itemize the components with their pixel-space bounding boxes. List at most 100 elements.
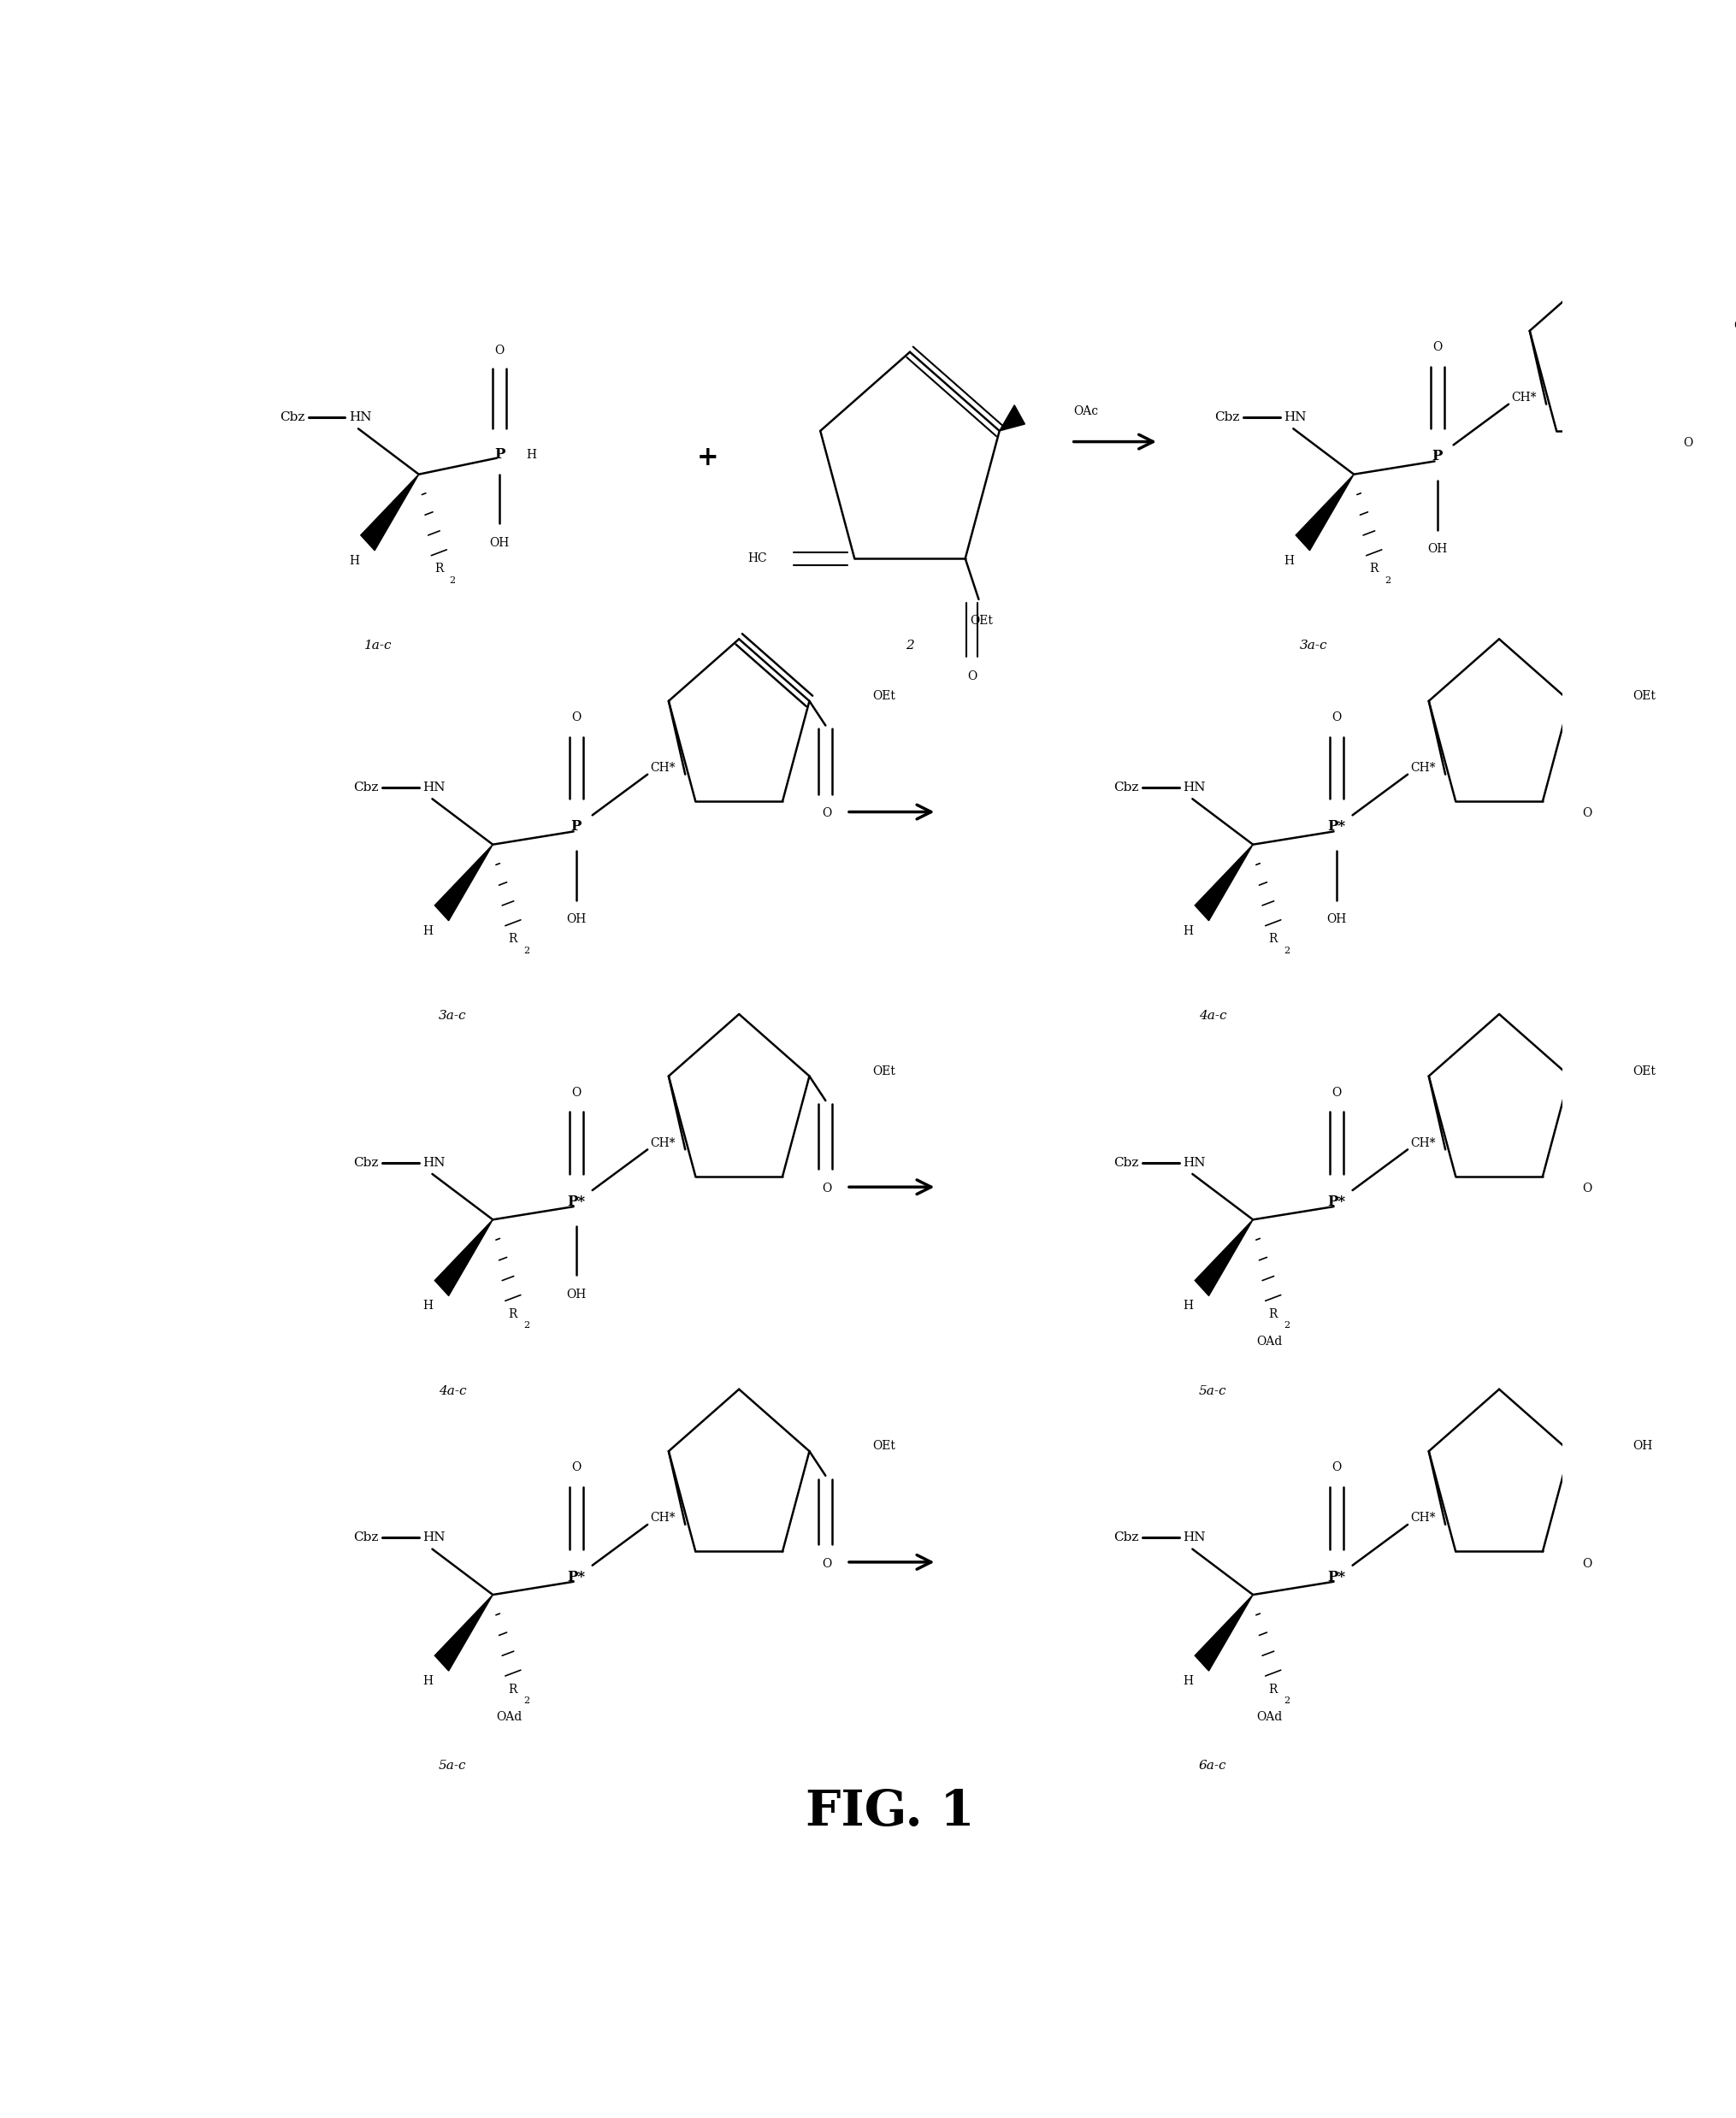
Text: O: O [495,345,505,356]
Text: 2: 2 [1283,1322,1290,1330]
Text: H: H [526,449,536,462]
Text: HC: HC [748,553,767,566]
Text: OEt: OEt [1634,1065,1656,1078]
Text: P*: P* [568,1569,585,1584]
Text: OH: OH [566,1288,587,1300]
Text: R: R [509,934,517,945]
Polygon shape [1194,845,1253,921]
Text: CH*: CH* [1410,1137,1436,1148]
Text: OEt: OEt [970,614,993,627]
Text: CH*: CH* [651,1512,675,1525]
Polygon shape [1194,1595,1253,1671]
Text: +: + [698,445,719,472]
Text: Cbz: Cbz [279,411,304,424]
Text: 3a-c: 3a-c [1300,640,1328,652]
Text: HN: HN [1182,1531,1207,1544]
Text: HN: HN [424,1156,446,1169]
Text: H: H [349,555,359,568]
Text: Cbz: Cbz [1113,1531,1139,1544]
Polygon shape [1000,405,1024,430]
Text: H: H [424,1675,434,1688]
Polygon shape [434,845,493,921]
Text: R: R [434,563,443,574]
Polygon shape [1295,474,1354,551]
Text: R: R [1269,1309,1278,1320]
Text: OAd: OAd [496,1711,523,1724]
Text: OAd: OAd [1257,1336,1283,1347]
Text: HN: HN [424,1531,446,1544]
Text: CH*: CH* [1410,1512,1436,1525]
Text: H: H [1184,1300,1194,1311]
Text: H: H [1184,926,1194,936]
Text: OH: OH [566,913,587,926]
Text: HN: HN [1182,1156,1207,1169]
Text: HN: HN [349,411,372,424]
Text: O: O [1332,712,1342,724]
Text: 2: 2 [906,640,915,652]
Text: O: O [571,712,582,724]
Text: P*: P* [1328,820,1345,834]
Text: FIG. 1: FIG. 1 [806,1788,974,1836]
Polygon shape [434,1595,493,1671]
Text: P*: P* [1328,1569,1345,1584]
Text: CH*: CH* [651,1137,675,1148]
Text: Cbz: Cbz [1113,782,1139,794]
Text: R: R [1269,1684,1278,1694]
Text: P: P [571,820,582,834]
Polygon shape [434,1220,493,1296]
Text: 5a-c: 5a-c [1198,1385,1227,1398]
Text: 2: 2 [1283,1697,1290,1705]
Polygon shape [1194,1220,1253,1296]
Text: 1a-c: 1a-c [365,640,392,652]
Text: OH: OH [490,536,509,549]
Text: Cbz: Cbz [1113,1156,1139,1169]
Text: 2: 2 [1283,947,1290,955]
Text: Cbz: Cbz [354,1156,378,1169]
Text: O: O [823,1182,832,1195]
Text: O: O [823,1557,832,1569]
Text: OEt: OEt [873,1065,896,1078]
Text: H: H [1184,1675,1194,1688]
Text: H: H [1285,555,1295,568]
Text: Cbz: Cbz [354,1531,378,1544]
Text: O: O [1581,1557,1592,1569]
Text: 2: 2 [450,576,455,585]
Text: O: O [1332,1087,1342,1099]
Text: HN: HN [1285,411,1307,424]
Text: OEt: OEt [873,1440,896,1453]
Text: O: O [1332,1461,1342,1474]
Text: O: O [967,669,977,682]
Text: CH*: CH* [1512,392,1536,405]
Text: O: O [823,807,832,820]
Text: OEt: OEt [873,690,896,701]
Text: O: O [1684,436,1693,449]
Text: Cbz: Cbz [1215,411,1240,424]
Text: R: R [1269,934,1278,945]
Text: R: R [1370,563,1378,574]
Text: H: H [424,1300,434,1311]
Text: OH: OH [1427,544,1448,555]
Text: P*: P* [568,1195,585,1209]
Text: R: R [509,1309,517,1320]
Text: 6a-c: 6a-c [1198,1760,1227,1773]
Text: 2: 2 [523,1697,529,1705]
Text: O: O [1581,807,1592,820]
Text: P: P [495,447,505,462]
Text: H: H [424,926,434,936]
Polygon shape [361,474,418,551]
Text: HN: HN [424,782,446,794]
Text: CH*: CH* [651,762,675,773]
Text: OEt: OEt [1634,690,1656,701]
Text: O: O [571,1087,582,1099]
Text: 2: 2 [523,947,529,955]
Text: O: O [1581,1182,1592,1195]
Text: O: O [571,1461,582,1474]
Text: CH*: CH* [1410,762,1436,773]
Text: OH: OH [1326,913,1347,926]
Text: OAd: OAd [1257,1711,1283,1724]
Text: 5a-c: 5a-c [439,1760,467,1773]
Text: OEt: OEt [1734,320,1736,333]
Text: 2: 2 [1384,576,1391,585]
Text: 2: 2 [523,1322,529,1330]
Text: 4a-c: 4a-c [1198,1010,1227,1021]
